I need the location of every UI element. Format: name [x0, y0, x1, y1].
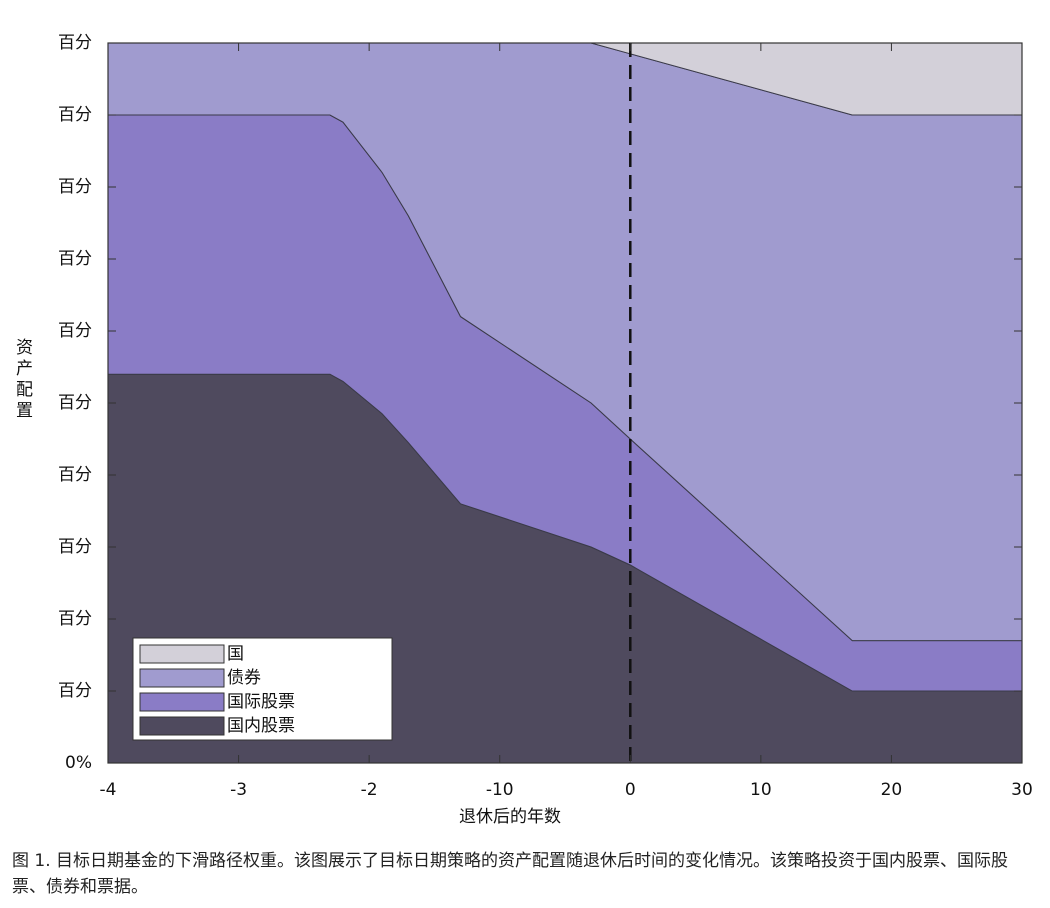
y-tick-label: 百分 [58, 321, 92, 341]
x-tick-label: -10 [486, 780, 514, 800]
y-tick-label: 百分 [58, 33, 92, 53]
caption: 图 1. 目标日期基金的下滑路径权重。该图展示了目标日期策略的资产配置随退休后时… [12, 851, 1009, 897]
x-tick-label: -3 [230, 780, 247, 800]
x-tick-label: -2 [361, 780, 378, 800]
y-tick-label: 百分 [58, 177, 92, 197]
x-axis-label: 退休后的年数 [459, 807, 561, 827]
y-tick-label: 百分 [58, 537, 92, 557]
x-tick-label: 10 [750, 780, 772, 800]
legend-swatch [139, 692, 225, 712]
x-tick-label: -4 [100, 780, 117, 800]
x-tick-label: 20 [881, 780, 903, 800]
x-tick-label: 0 [625, 780, 636, 800]
legend-swatch [139, 644, 225, 664]
y-tick-label: 0% [65, 753, 92, 773]
y-axis-label: 资产配置 [12, 338, 33, 422]
y-tick-label: 百分 [58, 465, 92, 485]
legend-swatch [139, 668, 225, 688]
legend-label: 债券 [227, 668, 261, 688]
y-tick-label: 百分 [58, 105, 92, 125]
x-tick-label: 30 [1011, 780, 1033, 800]
y-tick-label: 百分 [58, 609, 92, 629]
y-tick-label: 百分 [58, 249, 92, 269]
legend-label: 国内股票 [227, 716, 295, 736]
legend-label: 国际股票 [227, 692, 295, 712]
legend-label: 国 [227, 644, 244, 664]
y-tick-label: 百分 [58, 681, 92, 701]
legend-swatch [139, 716, 225, 736]
y-tick-label: 百分 [58, 393, 92, 413]
